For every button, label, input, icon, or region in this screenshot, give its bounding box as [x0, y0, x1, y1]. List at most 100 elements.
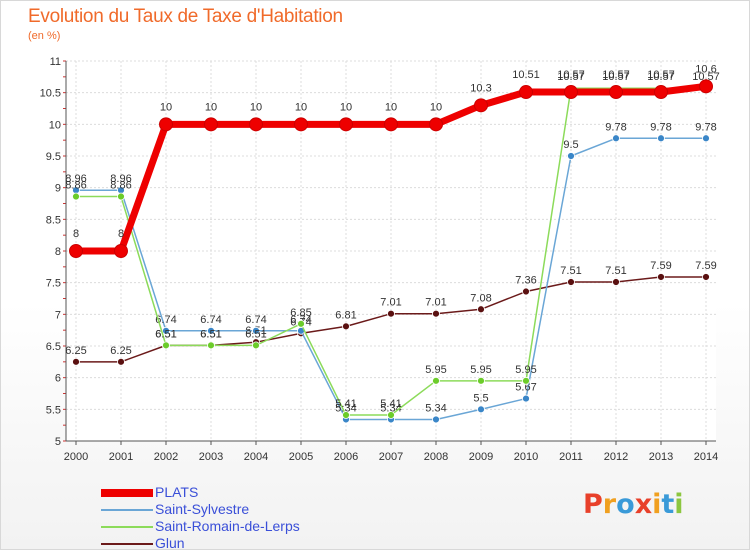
- x-tick-label: 2011: [559, 451, 583, 463]
- data-label: 10.57: [602, 71, 630, 83]
- data-label: 10.57: [692, 71, 720, 83]
- legend-label: Glun: [155, 535, 185, 551]
- data-label: 10.51: [512, 69, 540, 81]
- data-label: 10.57: [557, 71, 585, 83]
- data-point: [72, 192, 80, 201]
- data-point: [477, 305, 485, 314]
- data-point: [567, 152, 575, 160]
- data-label: 10.57: [557, 69, 585, 81]
- data-label: 6.74: [155, 314, 176, 326]
- data-label: 9.5: [563, 139, 578, 151]
- data-point: [162, 341, 170, 350]
- x-tick-label: 2008: [424, 451, 448, 463]
- x-tick-label: 2010: [514, 451, 538, 463]
- data-label: 7.36: [515, 275, 536, 287]
- data-point: [342, 322, 350, 331]
- data-point: [567, 278, 575, 286]
- data-label: 10.3: [470, 82, 491, 94]
- data-label: 8: [118, 228, 124, 240]
- data-label: 10: [295, 101, 307, 113]
- legend-label: Saint-Sylvestre: [155, 501, 250, 517]
- data-point: [204, 117, 218, 132]
- data-point: [342, 411, 350, 419]
- data-label: 5.67: [515, 382, 536, 394]
- data-point: [519, 85, 533, 100]
- legend-swatch: [101, 509, 153, 511]
- line-chart: 5 5.5 6 6.5 7 7.5 8 8.5 9 9.5 10 10.5 11 2000 2001 2002…: [40, 56, 720, 463]
- data-point: [297, 319, 305, 328]
- data-label: 5.41: [380, 398, 401, 410]
- data-point: [609, 85, 623, 100]
- data-label: 7.01: [380, 297, 401, 309]
- data-point: [654, 85, 668, 100]
- y-tick-label: 8.5: [46, 214, 61, 226]
- data-point: [477, 376, 485, 385]
- data-label: 10: [385, 101, 397, 113]
- legend-label: PLATS: [155, 484, 199, 500]
- data-label: 5.41: [335, 398, 356, 410]
- data-point: [249, 117, 263, 132]
- y-tick-label: 7.5: [46, 278, 61, 290]
- data-label: 6.25: [65, 345, 86, 357]
- data-point: [657, 273, 665, 281]
- legend-swatch: [101, 489, 153, 497]
- data-label: 8: [73, 228, 79, 240]
- logo-letter: t: [661, 489, 675, 520]
- data-point: [117, 192, 125, 201]
- data-label: 7.01: [425, 297, 446, 309]
- data-point: [699, 79, 713, 94]
- data-label: 10: [160, 101, 172, 113]
- data-label: 10: [430, 101, 442, 113]
- y-tick-label: 9.5: [46, 151, 61, 163]
- data-label: 6.51: [155, 328, 176, 340]
- data-label: 6.74: [290, 314, 311, 326]
- y-tick-label: 6: [55, 373, 61, 385]
- data-label: 10.57: [602, 69, 630, 81]
- logo-letter: i: [652, 489, 662, 520]
- data-point: [432, 415, 440, 424]
- data-point: [252, 326, 260, 335]
- data-label: 5.34: [425, 402, 446, 414]
- x-tick-label: 2009: [469, 451, 493, 463]
- data-point: [432, 376, 440, 385]
- data-point: [612, 278, 620, 286]
- data-label: 10: [205, 101, 217, 113]
- x-tick-label: 2002: [154, 451, 178, 463]
- data-point: [477, 405, 485, 414]
- chart-title: Evolution du Taux de Taxe d'Habitation: [28, 6, 343, 27]
- y-tick-label: 11: [50, 56, 61, 68]
- data-point: [339, 117, 353, 132]
- data-point: [387, 309, 395, 318]
- data-point: [207, 326, 215, 335]
- logo-letter: P: [583, 489, 603, 520]
- data-point: [612, 134, 620, 143]
- data-point: [159, 117, 173, 132]
- legend-swatch: [101, 543, 153, 545]
- legend-label: Saint-Romain-de-Lerps: [155, 518, 300, 534]
- x-tick-label: 2014: [694, 451, 718, 463]
- data-label: 6.74: [200, 314, 221, 326]
- data-point: [162, 326, 170, 335]
- x-tick-label: 2006: [334, 451, 358, 463]
- data-label: 8.86: [65, 180, 86, 192]
- logo-letter: o: [616, 489, 635, 520]
- x-tick-label: 2013: [649, 451, 673, 463]
- x-tick-label: 2005: [289, 451, 313, 463]
- data-point: [429, 117, 443, 132]
- data-point: [564, 85, 578, 100]
- data-label: 5.95: [470, 364, 491, 376]
- data-label: 7.59: [695, 260, 716, 272]
- legend-swatch: [101, 526, 153, 528]
- data-point: [387, 411, 395, 419]
- data-label: 10.6: [695, 63, 716, 75]
- data-point: [294, 117, 308, 132]
- data-point: [657, 134, 665, 143]
- x-tick-label: 2007: [379, 451, 403, 463]
- data-point: [474, 98, 488, 113]
- y-tick-label: 9: [55, 183, 61, 195]
- y-tick-label: 6.5: [46, 341, 61, 353]
- y-tick-label: 5: [55, 436, 61, 448]
- data-label: 8.96: [65, 173, 86, 185]
- data-label: 6.74: [245, 314, 266, 326]
